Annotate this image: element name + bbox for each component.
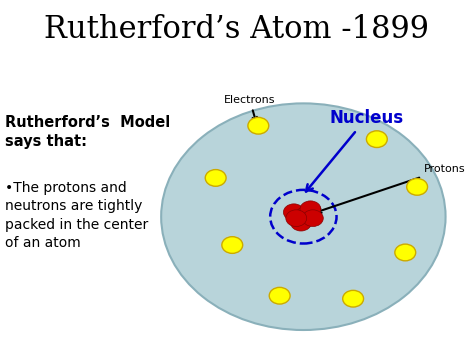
Text: Nucleus: Nucleus [306, 109, 403, 191]
Ellipse shape [366, 131, 387, 148]
Text: Protons: Protons [317, 164, 466, 213]
Ellipse shape [205, 170, 226, 186]
Text: •The protons and
neutrons are tightly
packed in the center
of an atom: •The protons and neutrons are tightly pa… [5, 181, 148, 250]
Ellipse shape [343, 290, 364, 307]
Text: Rutherford’s Atom -1899: Rutherford’s Atom -1899 [45, 14, 429, 45]
Text: Rutherford’s  Model
says that:: Rutherford’s Model says that: [5, 115, 170, 149]
Ellipse shape [269, 287, 290, 304]
Ellipse shape [295, 207, 316, 224]
Ellipse shape [248, 118, 269, 134]
Ellipse shape [283, 204, 304, 220]
Ellipse shape [302, 210, 323, 226]
Ellipse shape [161, 103, 446, 330]
Ellipse shape [291, 214, 311, 231]
Text: Electrons: Electrons [224, 95, 275, 122]
Ellipse shape [300, 201, 321, 218]
Ellipse shape [286, 210, 307, 226]
Ellipse shape [407, 179, 428, 195]
Ellipse shape [395, 244, 416, 261]
Ellipse shape [222, 237, 243, 253]
